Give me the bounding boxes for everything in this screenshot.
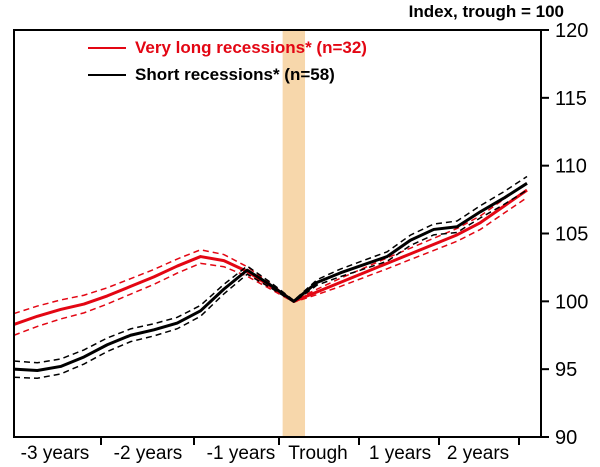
trough-shading-band (282, 31, 306, 436)
series-0-line (13, 188, 528, 326)
legend-item-very-long: Very long recessions* (n=32) (88, 38, 367, 58)
y-tick-label: 115 (555, 88, 587, 110)
series-0-upper-band (13, 182, 528, 315)
y-tick-label: 110 (555, 156, 587, 178)
x-tick-label: 2 years (447, 443, 509, 464)
y-tick-label: 100 (555, 291, 588, 313)
legend-line-black (88, 74, 126, 76)
y-tick-label: 120 (555, 20, 588, 42)
y-tick-label: 95 (555, 359, 577, 381)
chart-title: Index, trough = 100 (408, 2, 564, 21)
series-0-lower-band (13, 196, 528, 336)
legend-label-very-long: Very long recessions* (n=32) (135, 38, 367, 57)
legend: Very long recessions* (n=32) Short reces… (88, 38, 367, 92)
x-tick-label: -1 years (207, 443, 276, 464)
series-1-upper-band (13, 175, 528, 364)
legend-line-red (88, 47, 126, 49)
legend-item-short: Short recessions* (n=58) (88, 65, 367, 85)
y-tick-label: 90 (555, 427, 577, 449)
x-tick-label: 1 years (369, 443, 431, 464)
x-tick-label: -2 years (114, 443, 183, 464)
x-tick-label: -3 years (21, 443, 90, 464)
legend-label-short: Short recessions* (n=58) (135, 65, 335, 84)
y-tick-label: 105 (555, 224, 588, 246)
series-1-lower-band (13, 189, 528, 380)
x-tick-label: Trough (288, 443, 348, 464)
series-1-line (13, 182, 528, 373)
